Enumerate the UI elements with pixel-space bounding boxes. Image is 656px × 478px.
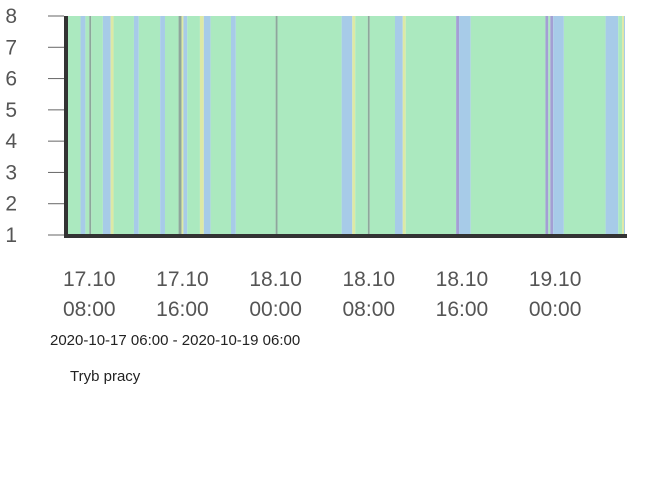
state-segment (199, 16, 204, 235)
state-segment (183, 16, 188, 235)
y-tick-label: 3 (5, 161, 17, 184)
y-tick-label: 8 (5, 5, 17, 28)
x-tick-date-label: 19.10 (529, 268, 582, 291)
state-segment (275, 16, 278, 235)
x-tick-date-label: 18.10 (436, 268, 489, 291)
state-segment (187, 16, 200, 235)
state-segment (277, 16, 342, 235)
state-segment (160, 16, 165, 235)
x-axis-ticks: 17.10 08:00 17.10 16:00 18.10 00:00 18.10 08:00… (63, 268, 581, 321)
y-tick-label: 4 (5, 130, 17, 153)
state-segment (394, 16, 403, 235)
state-segment (402, 16, 406, 235)
state-segment (203, 16, 211, 235)
state-segment (210, 16, 231, 235)
date-range-label: 2020-10-17 06:00 - 2020-10-19 06:00 (50, 332, 301, 349)
state-segment (85, 16, 90, 235)
x-tick-time-label: 08:00 (343, 298, 396, 321)
y-axis-ticks: 8 7 6 5 4 3 2 1 (5, 5, 64, 247)
x-tick-date-label: 17.10 (156, 268, 209, 291)
x-tick-date-label: 18.10 (343, 268, 396, 291)
x-tick-time-label: 00:00 (249, 298, 302, 321)
y-tick-label: 2 (5, 193, 17, 216)
state-segment (548, 16, 551, 235)
x-tick-date-label: 17.10 (63, 268, 116, 291)
state-segments (66, 16, 625, 235)
legend-label: Tryb pracy (70, 368, 141, 385)
state-segment (369, 16, 395, 235)
x-tick-time-label: 16:00 (436, 298, 489, 321)
state-segment (470, 16, 546, 235)
state-segment (367, 16, 370, 235)
state-segment (164, 16, 179, 235)
state-segment (553, 16, 564, 235)
state-segment (138, 16, 161, 235)
state-segment (235, 16, 276, 235)
state-segment (545, 16, 549, 235)
state-segment (230, 16, 236, 235)
state-segment (624, 16, 625, 235)
state-segment (113, 16, 134, 235)
state-segment (91, 16, 103, 235)
state-segment (102, 16, 111, 235)
y-tick-label: 7 (5, 36, 17, 59)
state-segment (618, 16, 623, 235)
state-segment (605, 16, 619, 235)
state-segment (355, 16, 368, 235)
state-segment (341, 16, 353, 235)
state-segment (456, 16, 460, 235)
state-segment (563, 16, 606, 235)
x-tick-time-label: 16:00 (156, 298, 209, 321)
state-segment (110, 16, 114, 235)
y-tick-label: 6 (5, 68, 17, 91)
y-tick-label: 1 (5, 224, 17, 247)
state-segment (550, 16, 554, 235)
state-segment (66, 16, 81, 235)
state-segment (352, 16, 356, 235)
state-segment (181, 16, 184, 235)
state-segment (459, 16, 471, 235)
state-segment (80, 16, 86, 235)
state-segment (89, 16, 92, 235)
x-tick-date-label: 18.10 (249, 268, 302, 291)
x-tick-time-label: 00:00 (529, 298, 582, 321)
y-tick-label: 5 (5, 99, 17, 122)
state-segment (178, 16, 182, 235)
x-tick-time-label: 08:00 (63, 298, 116, 321)
state-segment (622, 16, 625, 235)
state-segment (405, 16, 457, 235)
state-segment (133, 16, 139, 235)
